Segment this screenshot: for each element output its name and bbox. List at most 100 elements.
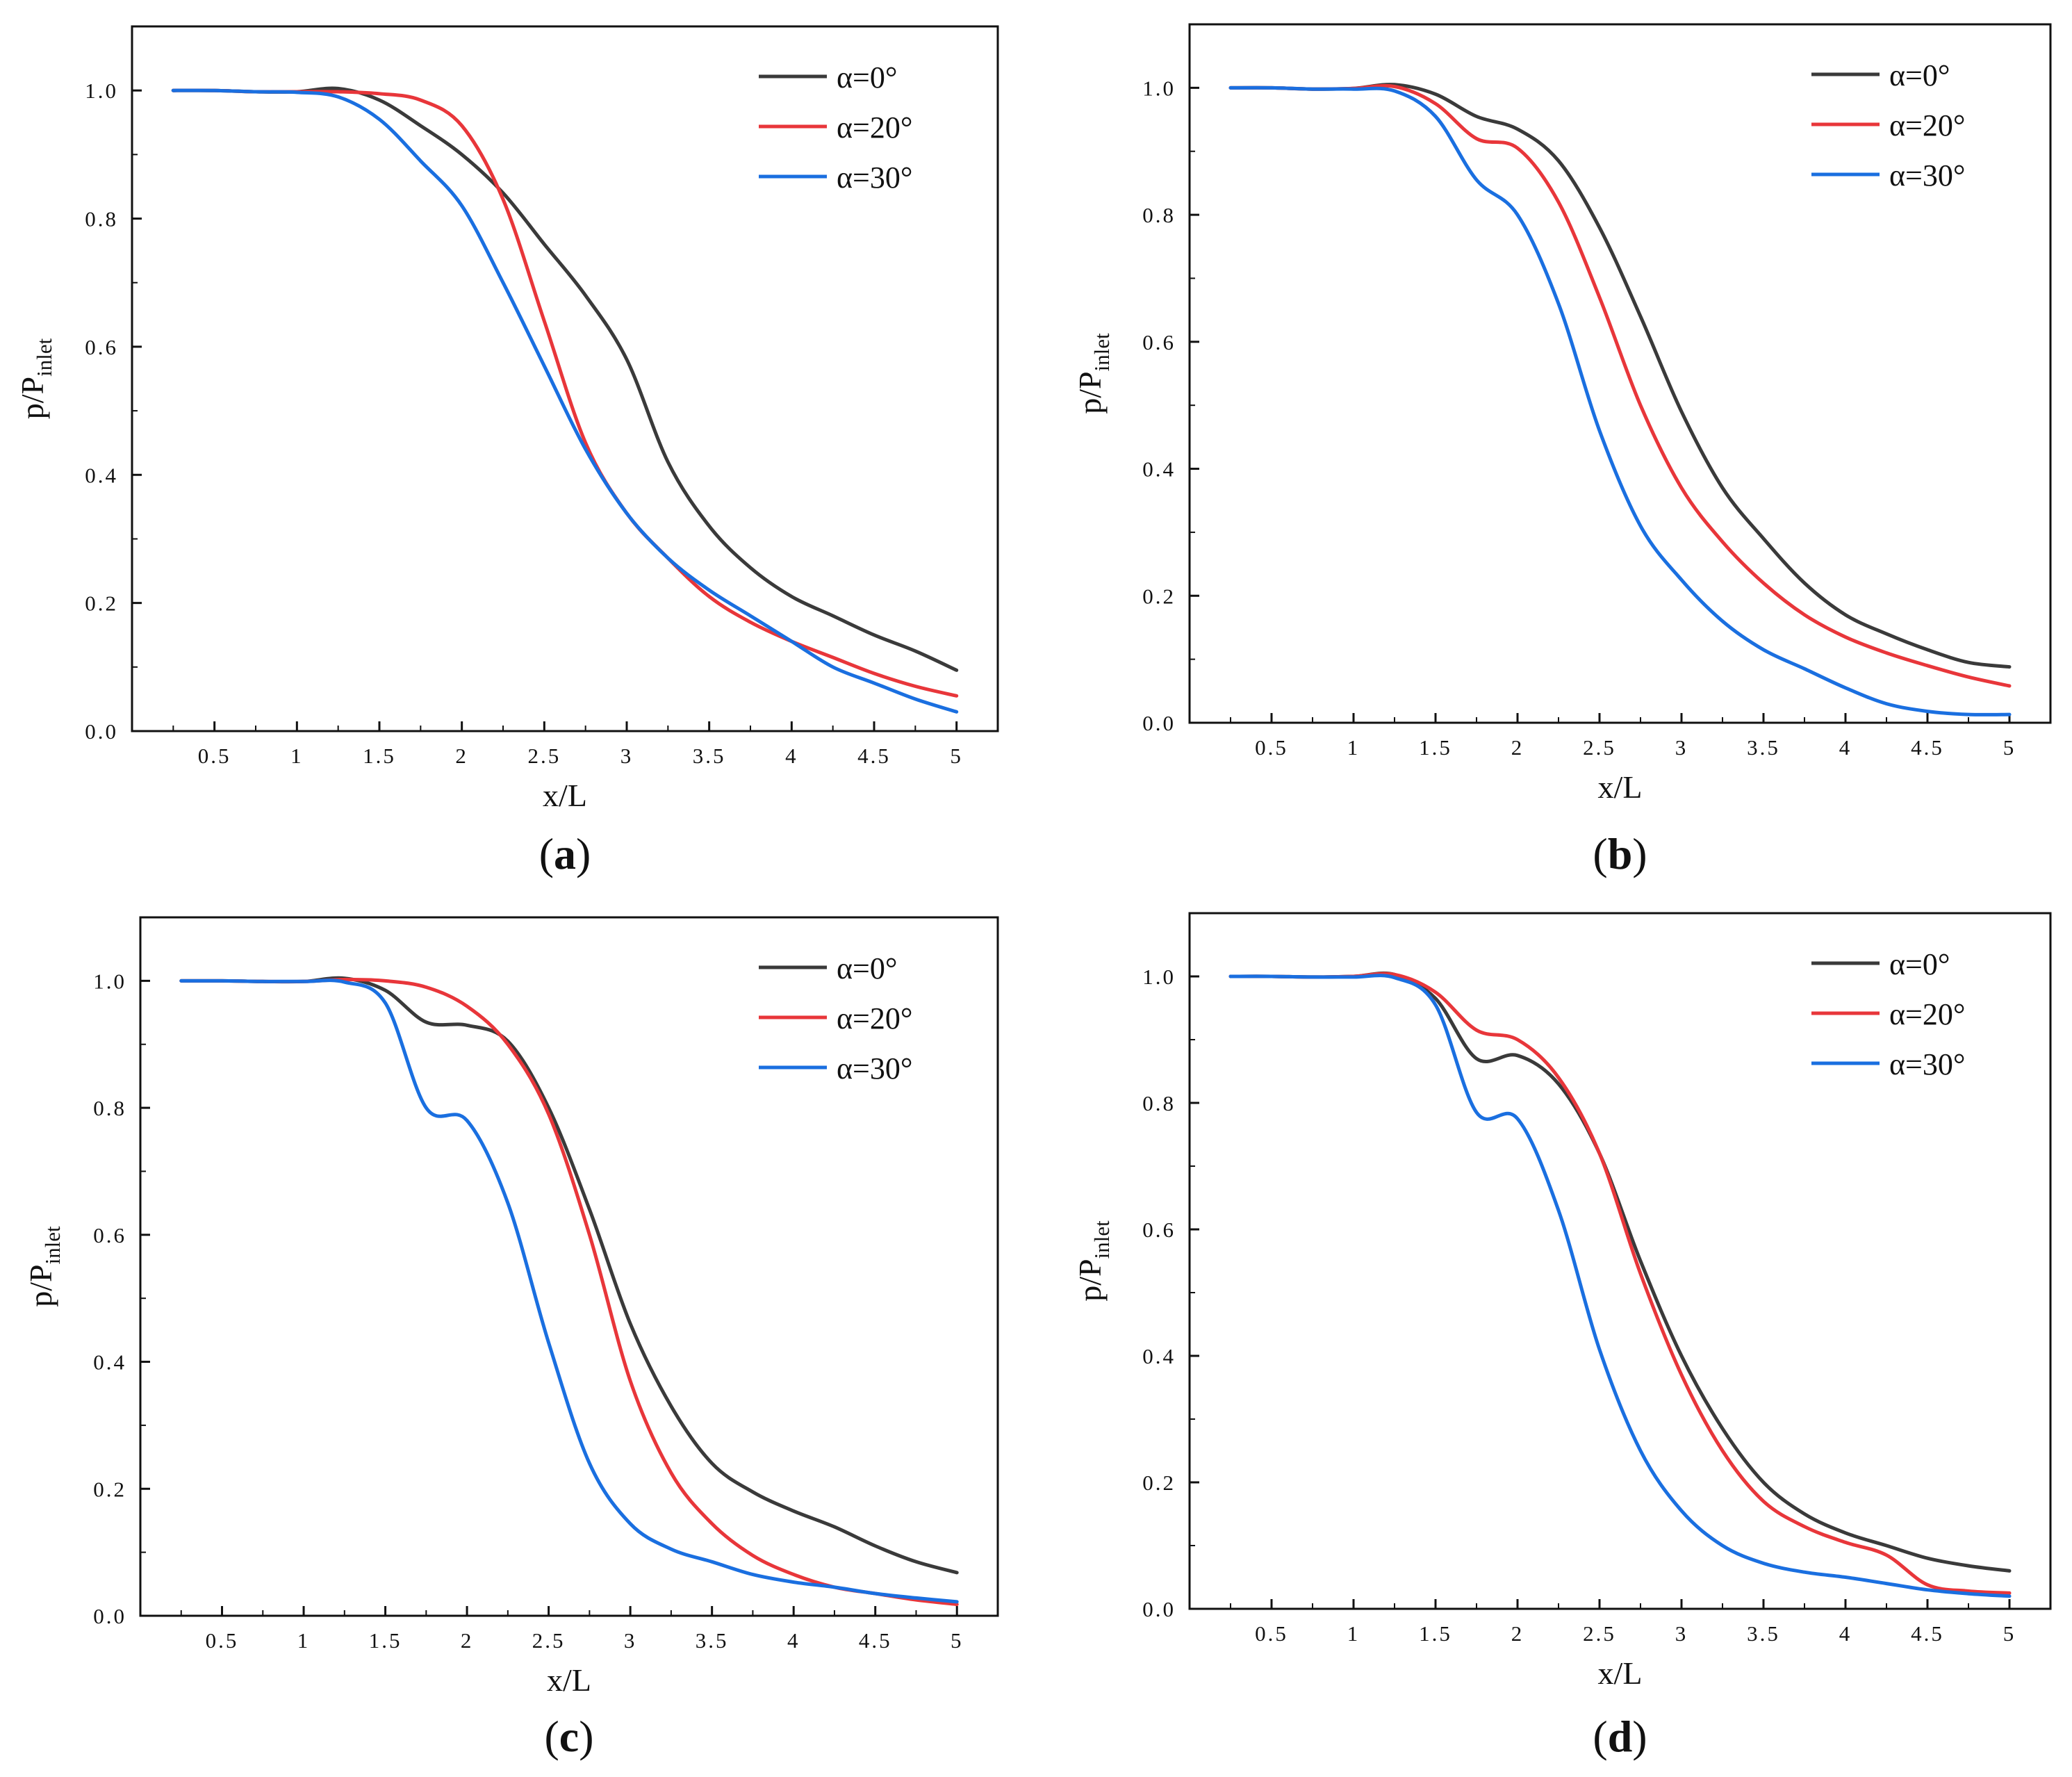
x-tick-label: 3.5 (1747, 1621, 1780, 1646)
legend-label: α=20° (1889, 997, 1965, 1031)
series-line-2 (179, 978, 959, 1604)
x-tick-label: 1.5 (1419, 1621, 1452, 1646)
x-tick-label: 2 (461, 1628, 474, 1653)
y-axis-label-main: p/P (1072, 371, 1108, 413)
legend-label: α=0° (837, 951, 897, 985)
y-axis-label-main: p/P (15, 377, 50, 419)
x-tick-label: 4 (1839, 1621, 1852, 1646)
y-axis-label-subscript: inlet (32, 338, 56, 376)
panel-label-open: ( (1593, 829, 1607, 878)
plot-frame (131, 25, 999, 732)
y-tick-label: 0.8 (1142, 1091, 1176, 1115)
plot-frame (139, 916, 999, 1617)
x-axis-label: x/L (543, 778, 587, 813)
legend-label: α=30° (1889, 1047, 1965, 1081)
x-tick-label: 3.5 (1747, 735, 1780, 760)
x-tick-label: 4.5 (857, 744, 891, 768)
x-tick-label: 2 (1511, 735, 1524, 760)
x-tick-label: 4.5 (859, 1628, 892, 1653)
panel-label-close: ) (1632, 829, 1647, 878)
x-tick-label: 3 (620, 744, 634, 768)
y-tick-label: 0.0 (1142, 1597, 1176, 1621)
x-tick-label: 3 (1675, 735, 1688, 760)
series-line-2 (171, 88, 959, 714)
y-tick-label: 1.0 (93, 969, 126, 993)
chart-panel-a: 0.5 1 1.5 2 2.5 3 3.5 4 4.5 5 0.0 0.2 0.4 0.6 0.8 1.0 x/… (15, 25, 999, 878)
x-axis-label: x/L (1598, 1655, 1643, 1691)
panel-label-close: ) (579, 1712, 593, 1761)
series-line-2 (1228, 85, 2012, 716)
y-tick-label: 0.8 (85, 207, 118, 231)
y-tick-label: 0.4 (93, 1350, 126, 1375)
x-tick-label: 1 (1347, 1621, 1360, 1646)
y-tick-label: 1.0 (85, 79, 118, 103)
x-tick-label: 5 (2003, 735, 2016, 760)
chart-panel-b: 0.5 1 1.5 2 2.5 3 3.5 4 4.5 5 0.0 0.2 0.4 0.6 0.8 1.0 x/… (1072, 23, 2052, 878)
panel-label-letter: a (554, 829, 576, 878)
y-axis-label-subscript: inlet (40, 1226, 65, 1264)
y-tick-label: 0.8 (93, 1096, 126, 1120)
x-tick-label: 2.5 (1583, 1621, 1616, 1646)
panel-label: (c) (544, 1712, 593, 1761)
x-tick-label: 1 (290, 744, 304, 768)
x-tick-label: 2 (1511, 1621, 1524, 1646)
panel-label-letter: c (559, 1712, 579, 1761)
y-tick-label: 0.0 (85, 719, 118, 744)
x-tick-label: 5 (950, 744, 963, 768)
x-tick-label: 4.5 (1911, 735, 1944, 760)
x-tick-label: 3 (1675, 1621, 1688, 1646)
y-axis-label-main: p/P (1072, 1259, 1108, 1301)
x-tick-label: 0.5 (198, 744, 231, 768)
y-tick-label: 0.2 (1142, 1471, 1176, 1495)
x-tick-label: 0.5 (1255, 1621, 1288, 1646)
x-tick-label: 4 (1839, 735, 1852, 760)
panel-label-close: ) (576, 829, 591, 878)
series-line-1 (171, 88, 959, 698)
x-axis-label: x/L (1598, 769, 1643, 805)
x-tick-label: 2.5 (532, 1628, 566, 1653)
y-tick-label: 0.8 (1142, 203, 1176, 227)
x-tick-label: 4 (787, 1628, 800, 1653)
panel-label-open: ( (539, 829, 554, 878)
chart-panel-d: 0.5 1 1.5 2 2.5 3 3.5 4 4.5 5 0.0 0.2 0.4 0.6 0.8 1.0 x/… (1072, 912, 2052, 1761)
y-tick-label: 1.0 (1142, 965, 1176, 989)
panel-label: (d) (1593, 1712, 1647, 1761)
y-axis-label-main: p/P (23, 1264, 58, 1307)
y-tick-label: 0.2 (1142, 584, 1176, 608)
legend-label: α=0° (837, 60, 897, 95)
series-line-0 (171, 86, 959, 672)
plot-frame (1188, 23, 2052, 724)
x-tick-label: 5 (2003, 1621, 2016, 1646)
x-axis-label: x/L (547, 1662, 591, 1698)
panel-label: (a) (539, 829, 591, 878)
y-tick-label: 0.2 (93, 1477, 126, 1501)
x-tick-label: 2.5 (1583, 735, 1616, 760)
legend-label: α=0° (1889, 947, 1950, 981)
y-tick-label: 0.6 (1142, 330, 1176, 354)
x-tick-label: 1.5 (363, 744, 396, 768)
y-tick-label: 0.4 (85, 463, 118, 487)
legend-label: α=20° (1889, 108, 1965, 142)
y-axis-label: p/Pinlet (1072, 333, 1114, 414)
legend-label: α=30° (837, 1051, 912, 1086)
y-tick-label: 0.6 (1142, 1218, 1176, 1242)
series-line-1 (1228, 83, 2012, 688)
y-axis-label: p/Pinlet (15, 338, 56, 419)
x-tick-label: 1 (297, 1628, 311, 1653)
chart-panel-c: 0.5 1 1.5 2 2.5 3 3.5 4 4.5 5 0.0 0.2 0.4 0.6 0.8 1.0 x/… (23, 916, 999, 1761)
y-tick-label: 0.6 (93, 1223, 126, 1247)
x-tick-label: 3.5 (696, 1628, 729, 1653)
y-axis-label: p/Pinlet (1072, 1220, 1114, 1302)
panel-label-open: ( (1593, 1712, 1607, 1761)
legend-label: α=0° (1889, 58, 1950, 92)
plot-frame (1188, 912, 2052, 1610)
y-axis-label-subscript: inlet (1090, 333, 1114, 371)
x-tick-label: 2.5 (527, 744, 561, 768)
y-tick-label: 0.4 (1142, 1344, 1176, 1368)
legend-label: α=30° (1889, 158, 1965, 193)
panel-label-letter: d (1608, 1712, 1633, 1761)
x-tick-label: 5 (951, 1628, 964, 1653)
x-tick-label: 1.5 (1419, 735, 1452, 760)
legend-label: α=20° (837, 1001, 912, 1035)
